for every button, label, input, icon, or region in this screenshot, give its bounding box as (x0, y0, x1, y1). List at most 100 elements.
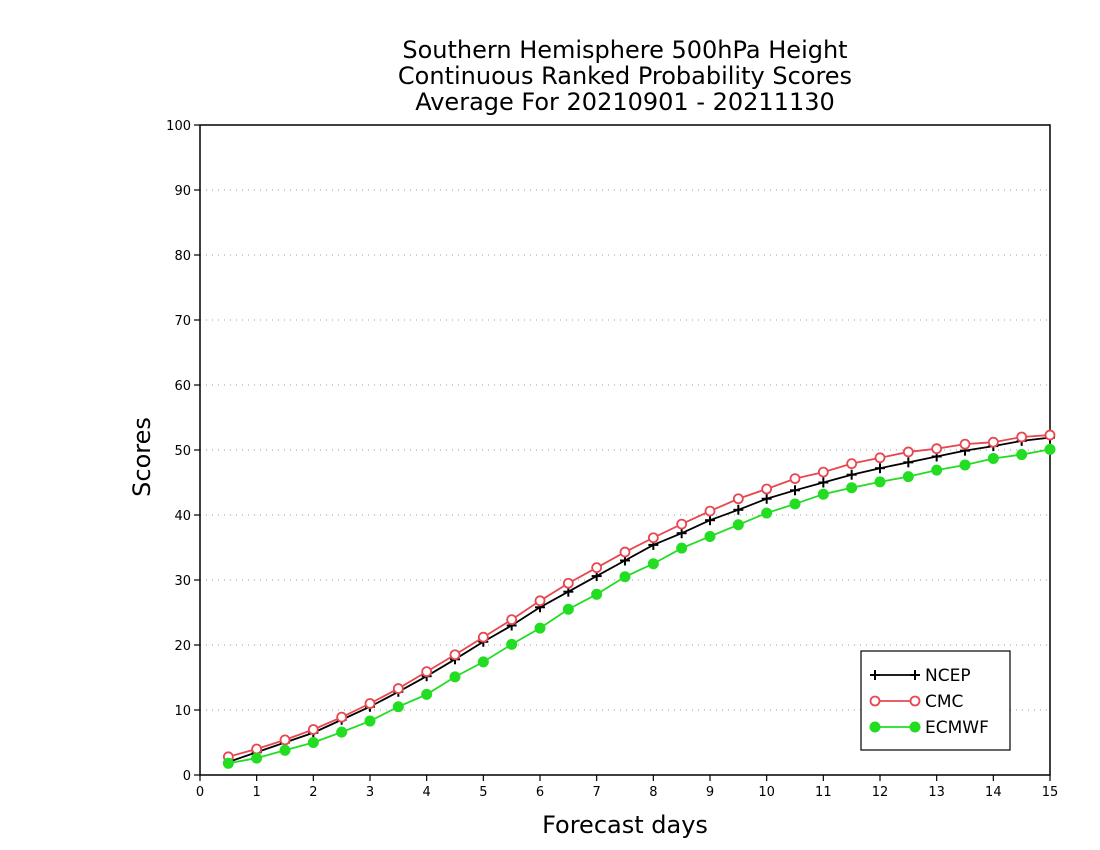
x-tick-label-8: 8 (649, 785, 657, 800)
data-point-cmc-15 (647, 532, 659, 544)
legend-item-ncep: NCEP (870, 666, 971, 686)
x-tick-label-4: 4 (423, 785, 431, 800)
data-point-ecmwf-4 (336, 726, 348, 738)
data-point-ecmwf-23 (874, 476, 886, 488)
data-point-ncep-16 (676, 528, 687, 539)
y-tick-label-80: 80 (174, 249, 191, 264)
chart-title-line-2: Continuous Ranked Probability Scores (398, 62, 852, 90)
data-point-ecmwf-12 (562, 603, 574, 615)
data-point-ecmwf-13 (591, 588, 603, 600)
data-point-cmc-10 (506, 614, 518, 626)
data-point-ecmwf-18 (732, 519, 744, 531)
chart-title-line-3: Average For 20210901 - 20211130 (415, 88, 835, 116)
y-tick-label-10: 10 (174, 704, 191, 719)
data-point-cmc-23 (874, 452, 886, 464)
legend-item-cmc: CMC (869, 692, 963, 712)
legend: NCEP CMC ECMWF (860, 650, 1011, 751)
data-point-cmc-18 (732, 493, 744, 505)
legend-marker-start-ncep (870, 670, 880, 680)
chart-title-line-1: Southern Hemisphere 500hPa Height (402, 36, 847, 64)
data-point-cmc-26 (959, 438, 971, 450)
data-point-ecmwf-5 (364, 715, 376, 727)
data-point-ncep-17 (705, 515, 715, 526)
x-tick-label-3: 3 (366, 785, 374, 800)
x-tick-label-6: 6 (536, 785, 544, 800)
data-point-ecmwf-20 (789, 498, 801, 510)
data-point-cmc-14 (619, 546, 631, 558)
y-tick-label-90: 90 (174, 184, 191, 199)
data-point-ncep-19 (761, 493, 772, 504)
data-point-cmc-20 (789, 473, 801, 485)
data-point-ecmwf-0 (222, 757, 234, 769)
legend-label-ecmwf: ECMWF (925, 718, 989, 738)
data-point-cmc-21 (817, 466, 829, 478)
data-point-cmc-11 (534, 595, 546, 607)
y-tick-label-20: 20 (174, 639, 191, 654)
data-point-cmc-9 (477, 631, 489, 643)
data-point-cmc-3 (307, 724, 319, 735)
data-point-ncep-18 (733, 504, 744, 515)
data-point-ecmwf-22 (846, 482, 858, 494)
data-point-ecmwf-29 (1044, 443, 1056, 455)
x-tick-label-14: 14 (985, 785, 1002, 800)
data-point-cmc-4 (336, 711, 348, 723)
data-point-ncep-20 (790, 485, 800, 496)
data-point-ecmwf-25 (931, 464, 943, 476)
data-point-ecmwf-3 (307, 737, 319, 748)
y-tick-label-40: 40 (174, 509, 191, 524)
data-point-ecmwf-19 (761, 507, 773, 519)
legend-marker-end-cmc (909, 695, 921, 707)
data-point-cmc-28 (1016, 431, 1028, 443)
series-layer (222, 429, 1056, 769)
y-tick-label-0: 0 (183, 769, 191, 784)
data-point-ncep-21 (818, 477, 829, 488)
x-tick-label-9: 9 (706, 785, 714, 800)
data-point-ecmwf-9 (477, 656, 489, 668)
data-point-cmc-1 (251, 743, 263, 755)
data-point-ecmwf-16 (676, 542, 688, 554)
data-point-cmc-24 (902, 446, 914, 458)
data-point-cmc-19 (761, 483, 773, 495)
data-point-cmc-25 (931, 443, 943, 455)
legend-label-cmc: CMC (925, 692, 963, 712)
x-axis-ticks: 0 1 2 3 4 5 6 7 8 9 10 11 12 13 14 15 (196, 775, 1058, 800)
x-tick-label-1: 1 (253, 785, 261, 800)
legend-marker-end-ecmwf (909, 721, 921, 733)
data-point-cmc-17 (704, 505, 716, 517)
x-axis-label: Forecast days (542, 811, 708, 839)
data-point-ncep-23 (875, 463, 885, 474)
data-point-ecmwf-1 (251, 752, 263, 764)
x-tick-label-13: 13 (928, 785, 945, 800)
data-point-ecmwf-24 (902, 471, 914, 483)
y-axis-label: Scores (128, 417, 156, 497)
legend-marker-start-cmc (869, 695, 881, 707)
x-tick-label-15: 15 (1042, 785, 1059, 800)
chart-title: Southern Hemisphere 500hPa HeightContinu… (398, 36, 852, 116)
data-point-ecmwf-8 (449, 671, 461, 683)
data-point-ecmwf-17 (704, 530, 716, 542)
y-tick-label-70: 70 (174, 314, 191, 329)
data-point-ecmwf-21 (817, 488, 829, 500)
data-point-ecmwf-15 (647, 558, 659, 570)
y-tick-label-100: 100 (166, 119, 191, 134)
data-point-cmc-6 (392, 683, 404, 694)
data-point-ecmwf-7 (421, 688, 433, 700)
series-ecmwf (222, 443, 1056, 769)
x-tick-label-10: 10 (758, 785, 775, 800)
data-point-cmc-16 (676, 518, 688, 530)
x-tick-label-11: 11 (815, 785, 832, 800)
data-point-ecmwf-26 (959, 459, 971, 471)
x-tick-label-7: 7 (593, 785, 601, 800)
y-axis-ticks: 0 10 20 30 40 50 60 70 80 90 100 (166, 119, 200, 784)
data-point-ecmwf-2 (279, 744, 291, 756)
data-point-cmc-27 (987, 436, 999, 448)
data-point-ecmwf-10 (506, 638, 518, 650)
data-point-ecmwf-11 (534, 622, 546, 634)
data-point-cmc-8 (449, 649, 461, 661)
y-tick-label-30: 30 (174, 574, 191, 589)
y-tick-label-50: 50 (174, 444, 191, 459)
data-point-cmc-12 (562, 577, 574, 589)
data-point-cmc-29 (1044, 429, 1056, 441)
